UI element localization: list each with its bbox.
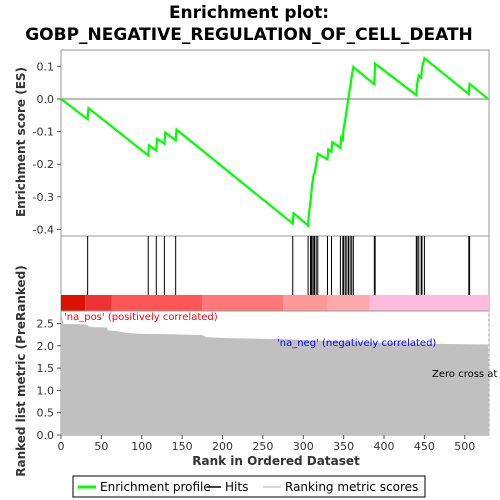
metric-x-tick-label: 300	[293, 440, 314, 453]
color-bar-segment	[202, 295, 284, 311]
chart-title-line2: GOBP_NEGATIVE_REGULATION_OF_CELL_DEATH	[25, 25, 473, 45]
ranked-metric-panel: 0.0 0.5 1.0 1.5 2.0 2.5 0 50 100 150 200 250 300 350…	[14, 265, 500, 477]
legend-box	[72, 475, 426, 498]
chart-title-line1: Enrichment plot:	[169, 3, 329, 23]
color-bar-segment	[61, 295, 86, 311]
metric-x-tick-label: 50	[94, 440, 108, 453]
hit-lines	[87, 236, 471, 295]
metric-y-ticks: 0.0 0.5 1.0 1.5 2.0 2.5	[37, 317, 61, 442]
metric-x-tick-label: 250	[252, 440, 273, 453]
color-bar-segment	[369, 295, 489, 311]
es-y-tick-label: -0.2	[33, 158, 54, 171]
color-bar-segment	[111, 295, 203, 311]
es-y-axis-label: Enrichment score (ES)	[14, 67, 28, 217]
metric-y-tick-label: 2.5	[37, 317, 55, 330]
es-y-ticks: 0.1 0.0 -0.1 -0.2 -0.3 -0.4	[33, 60, 61, 236]
metric-y-tick-label: 1.5	[37, 362, 55, 375]
ranked-metric-area	[61, 311, 489, 435]
legend-metric-label: Ranking metric scores	[285, 480, 418, 494]
metric-y-tick-label: 1.0	[37, 384, 55, 397]
color-bar-segment	[327, 295, 370, 311]
metric-y-axis-label: Ranked list metric (PreRanked)	[14, 265, 28, 477]
metric-x-ticks: 0 50 100 150 200 250 300 350 400 450 500	[58, 435, 475, 453]
color-bar-segment	[85, 295, 112, 311]
enrichment-profile-line	[60, 56, 489, 228]
metric-x-tick-label: 200	[212, 440, 233, 453]
zero-cross-annotation: Zero cross at 530	[432, 369, 500, 380]
rank-color-bar	[61, 295, 489, 311]
neg-correlated-annotation: 'na_neg' (negatively correlated)	[277, 338, 436, 349]
metric-x-tick-label: 500	[454, 440, 475, 453]
legend-hits-label: Hits	[225, 480, 248, 494]
es-y-tick-label: -0.4	[33, 223, 54, 236]
hits-panel	[60, 235, 490, 312]
metric-x-tick-label: 0	[58, 440, 65, 453]
legend: Enrichment profile Hits Ranking metric s…	[72, 475, 426, 498]
metric-y-tick-label: 2.0	[37, 340, 55, 353]
es-y-tick-label: 0.0	[37, 93, 55, 106]
metric-x-tick-label: 350	[333, 440, 354, 453]
metric-y-tick-label: 0.5	[37, 407, 55, 420]
pos-correlated-annotation: 'na_pos' (positively correlated)	[64, 312, 218, 323]
metric-x-tick-label: 450	[414, 440, 435, 453]
es-y-tick-label: -0.3	[33, 191, 54, 204]
metric-x-axis-label: Rank in Ordered Dataset	[192, 454, 360, 468]
metric-x-tick-label: 100	[131, 440, 152, 453]
metric-x-tick-label: 150	[172, 440, 193, 453]
metric-x-tick-label: 400	[374, 440, 395, 453]
es-y-tick-label: -0.1	[33, 126, 54, 139]
enrichment-score-panel: 0.1 0.0 -0.1 -0.2 -0.3 -0.4 Enrichment score …	[14, 49, 490, 237]
es-y-tick-label: 0.1	[37, 60, 55, 73]
legend-enrichment-label: Enrichment profile	[100, 480, 211, 494]
color-bar-segment	[283, 295, 328, 311]
metric-y-tick-label: 0.0	[37, 429, 55, 442]
